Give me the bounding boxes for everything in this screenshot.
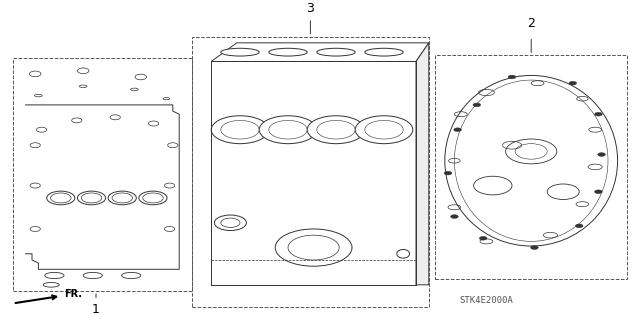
- Circle shape: [569, 81, 577, 85]
- Ellipse shape: [221, 48, 259, 56]
- Text: STK4E2000A: STK4E2000A: [460, 296, 513, 305]
- Circle shape: [595, 190, 602, 194]
- Circle shape: [307, 116, 365, 144]
- Circle shape: [595, 112, 602, 116]
- Circle shape: [444, 171, 452, 175]
- Bar: [435, 55, 627, 278]
- Circle shape: [454, 128, 461, 131]
- Circle shape: [575, 224, 583, 228]
- Circle shape: [531, 246, 538, 249]
- Polygon shape: [211, 43, 429, 62]
- Text: 3: 3: [307, 2, 314, 15]
- Ellipse shape: [365, 48, 403, 56]
- Circle shape: [598, 153, 605, 156]
- Circle shape: [355, 116, 413, 144]
- Polygon shape: [416, 43, 429, 285]
- Ellipse shape: [269, 48, 307, 56]
- Circle shape: [473, 103, 481, 107]
- Text: FR.: FR.: [15, 289, 82, 303]
- Circle shape: [508, 75, 516, 79]
- Circle shape: [479, 236, 487, 240]
- Text: 1: 1: [92, 303, 100, 316]
- Ellipse shape: [317, 48, 355, 56]
- Bar: [192, 37, 429, 307]
- Text: 2: 2: [527, 18, 535, 30]
- Circle shape: [259, 116, 317, 144]
- Circle shape: [211, 116, 269, 144]
- Circle shape: [451, 215, 458, 219]
- Bar: [13, 58, 192, 291]
